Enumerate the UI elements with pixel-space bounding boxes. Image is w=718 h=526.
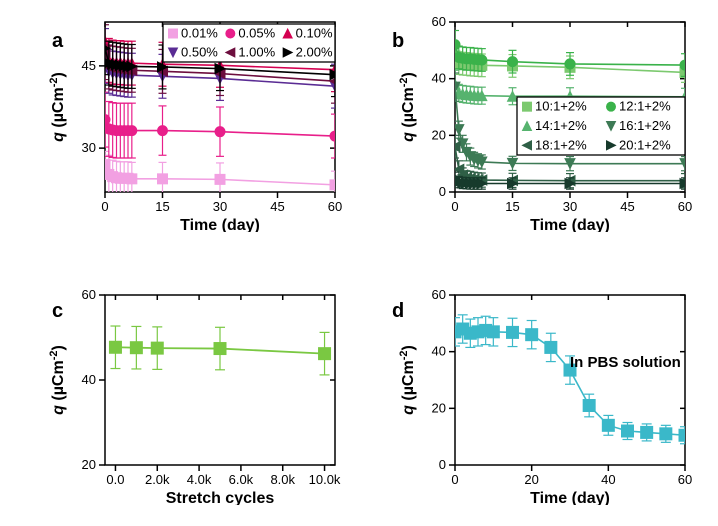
xtick-label: 0 (451, 472, 458, 487)
panel-label-c: c (52, 300, 63, 323)
ytick-label: 20 (432, 127, 446, 142)
legend-label: 14:1+2% (535, 118, 587, 133)
ytick-label: 60 (432, 287, 446, 302)
ytick-label: 0 (439, 457, 446, 472)
panel-label-b: b (392, 30, 404, 53)
panel-label-a: a (52, 30, 63, 53)
xlabel: Stretch cycles (166, 490, 275, 505)
legend-label: 12:1+2% (619, 99, 671, 114)
xtick-label: 4.0k (187, 472, 212, 487)
ylabel: q (µCm-2) (48, 345, 67, 415)
ytick-label: 40 (432, 71, 446, 86)
xtick-label: 8.0k (270, 472, 295, 487)
xtick-label: 40 (601, 472, 615, 487)
chart-panel_a: 0 15 30 45 60 30 45 Time (day) q (µCm-2) 0.01% 0.0… (45, 12, 345, 232)
xtick-label: 0 (101, 199, 108, 214)
xtick-label: 15 (155, 199, 169, 214)
xtick-label: 45 (270, 199, 284, 214)
xlabel: Time (day) (530, 217, 610, 232)
chart-panel_c: 0.0 2.0k 4.0k 6.0k 8.0k 10.0k 20 40 60 Stretch cy… (45, 285, 345, 505)
ytick-label: 0 (439, 184, 446, 199)
chart-panel_b: 0 15 30 45 60 0 20 40 60 Time (day) q (µCm-2) 10:1+… (395, 12, 695, 232)
legend-label: 0.10% (296, 26, 333, 41)
xtick-label: 15 (505, 199, 519, 214)
xtick-label: 60 (678, 472, 692, 487)
xtick-label: 30 (213, 199, 227, 214)
xlabel: Time (day) (180, 217, 260, 232)
xtick-label: 6.0k (229, 472, 254, 487)
ytick-label: 30 (82, 140, 96, 155)
legend-label: 0.05% (238, 26, 275, 41)
ytick-label: 40 (432, 344, 446, 359)
ytick-label: 20 (432, 400, 446, 415)
xtick-label: 10.0k (309, 472, 341, 487)
xtick-label: 60 (328, 199, 342, 214)
xtick-label: 30 (563, 199, 577, 214)
legend-label: 16:1+2% (619, 118, 671, 133)
xlabel: Time (day) (530, 490, 610, 505)
ylabel: q (µCm-2) (398, 345, 417, 415)
xtick-label: 60 (678, 199, 692, 214)
chart-panel_d: 0 20 40 60 0 20 40 60 Time (day) q (µCm-2) In PBS … (395, 285, 695, 505)
ytick-label: 60 (432, 14, 446, 29)
ytick-label: 20 (82, 457, 96, 472)
legend-label: 0.50% (181, 45, 218, 60)
ytick-label: 40 (82, 372, 96, 387)
ylabel: q (µCm-2) (398, 72, 417, 142)
ytick-label: 60 (82, 287, 96, 302)
panel-label-d: d (392, 300, 404, 323)
xtick-label: 0 (451, 199, 458, 214)
xtick-label: 20 (524, 472, 538, 487)
legend-label: 18:1+2% (535, 137, 587, 152)
ylabel: q (µCm-2) (48, 72, 67, 142)
legend-label: 1.00% (238, 45, 275, 60)
ytick-label: 45 (82, 58, 96, 73)
legend-label: 10:1+2% (535, 99, 587, 114)
legend-label: 2.00% (296, 45, 333, 60)
xtick-label: 2.0k (145, 472, 170, 487)
xtick-label: 45 (620, 199, 634, 214)
figure-grid: 0 15 30 45 60 30 45 Time (day) q (µCm-2) 0.01% 0.0… (0, 0, 718, 526)
legend-label: 20:1+2% (619, 137, 671, 152)
legend-label: 0.01% (181, 26, 218, 41)
annotation-text: In PBS solution (570, 354, 681, 371)
xtick-label: 0.0 (106, 472, 124, 487)
